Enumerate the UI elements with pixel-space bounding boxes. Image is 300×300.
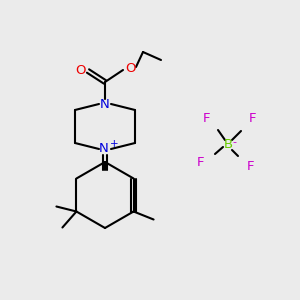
Text: N: N: [100, 98, 110, 110]
Text: F: F: [203, 112, 211, 124]
Text: N: N: [99, 142, 109, 155]
Text: F: F: [197, 155, 205, 169]
Text: O: O: [76, 64, 86, 77]
Text: -: -: [232, 137, 236, 147]
Text: +: +: [110, 139, 118, 149]
Text: F: F: [249, 112, 257, 125]
Text: B: B: [224, 139, 232, 152]
Text: F: F: [246, 160, 254, 173]
Text: O: O: [125, 62, 135, 76]
